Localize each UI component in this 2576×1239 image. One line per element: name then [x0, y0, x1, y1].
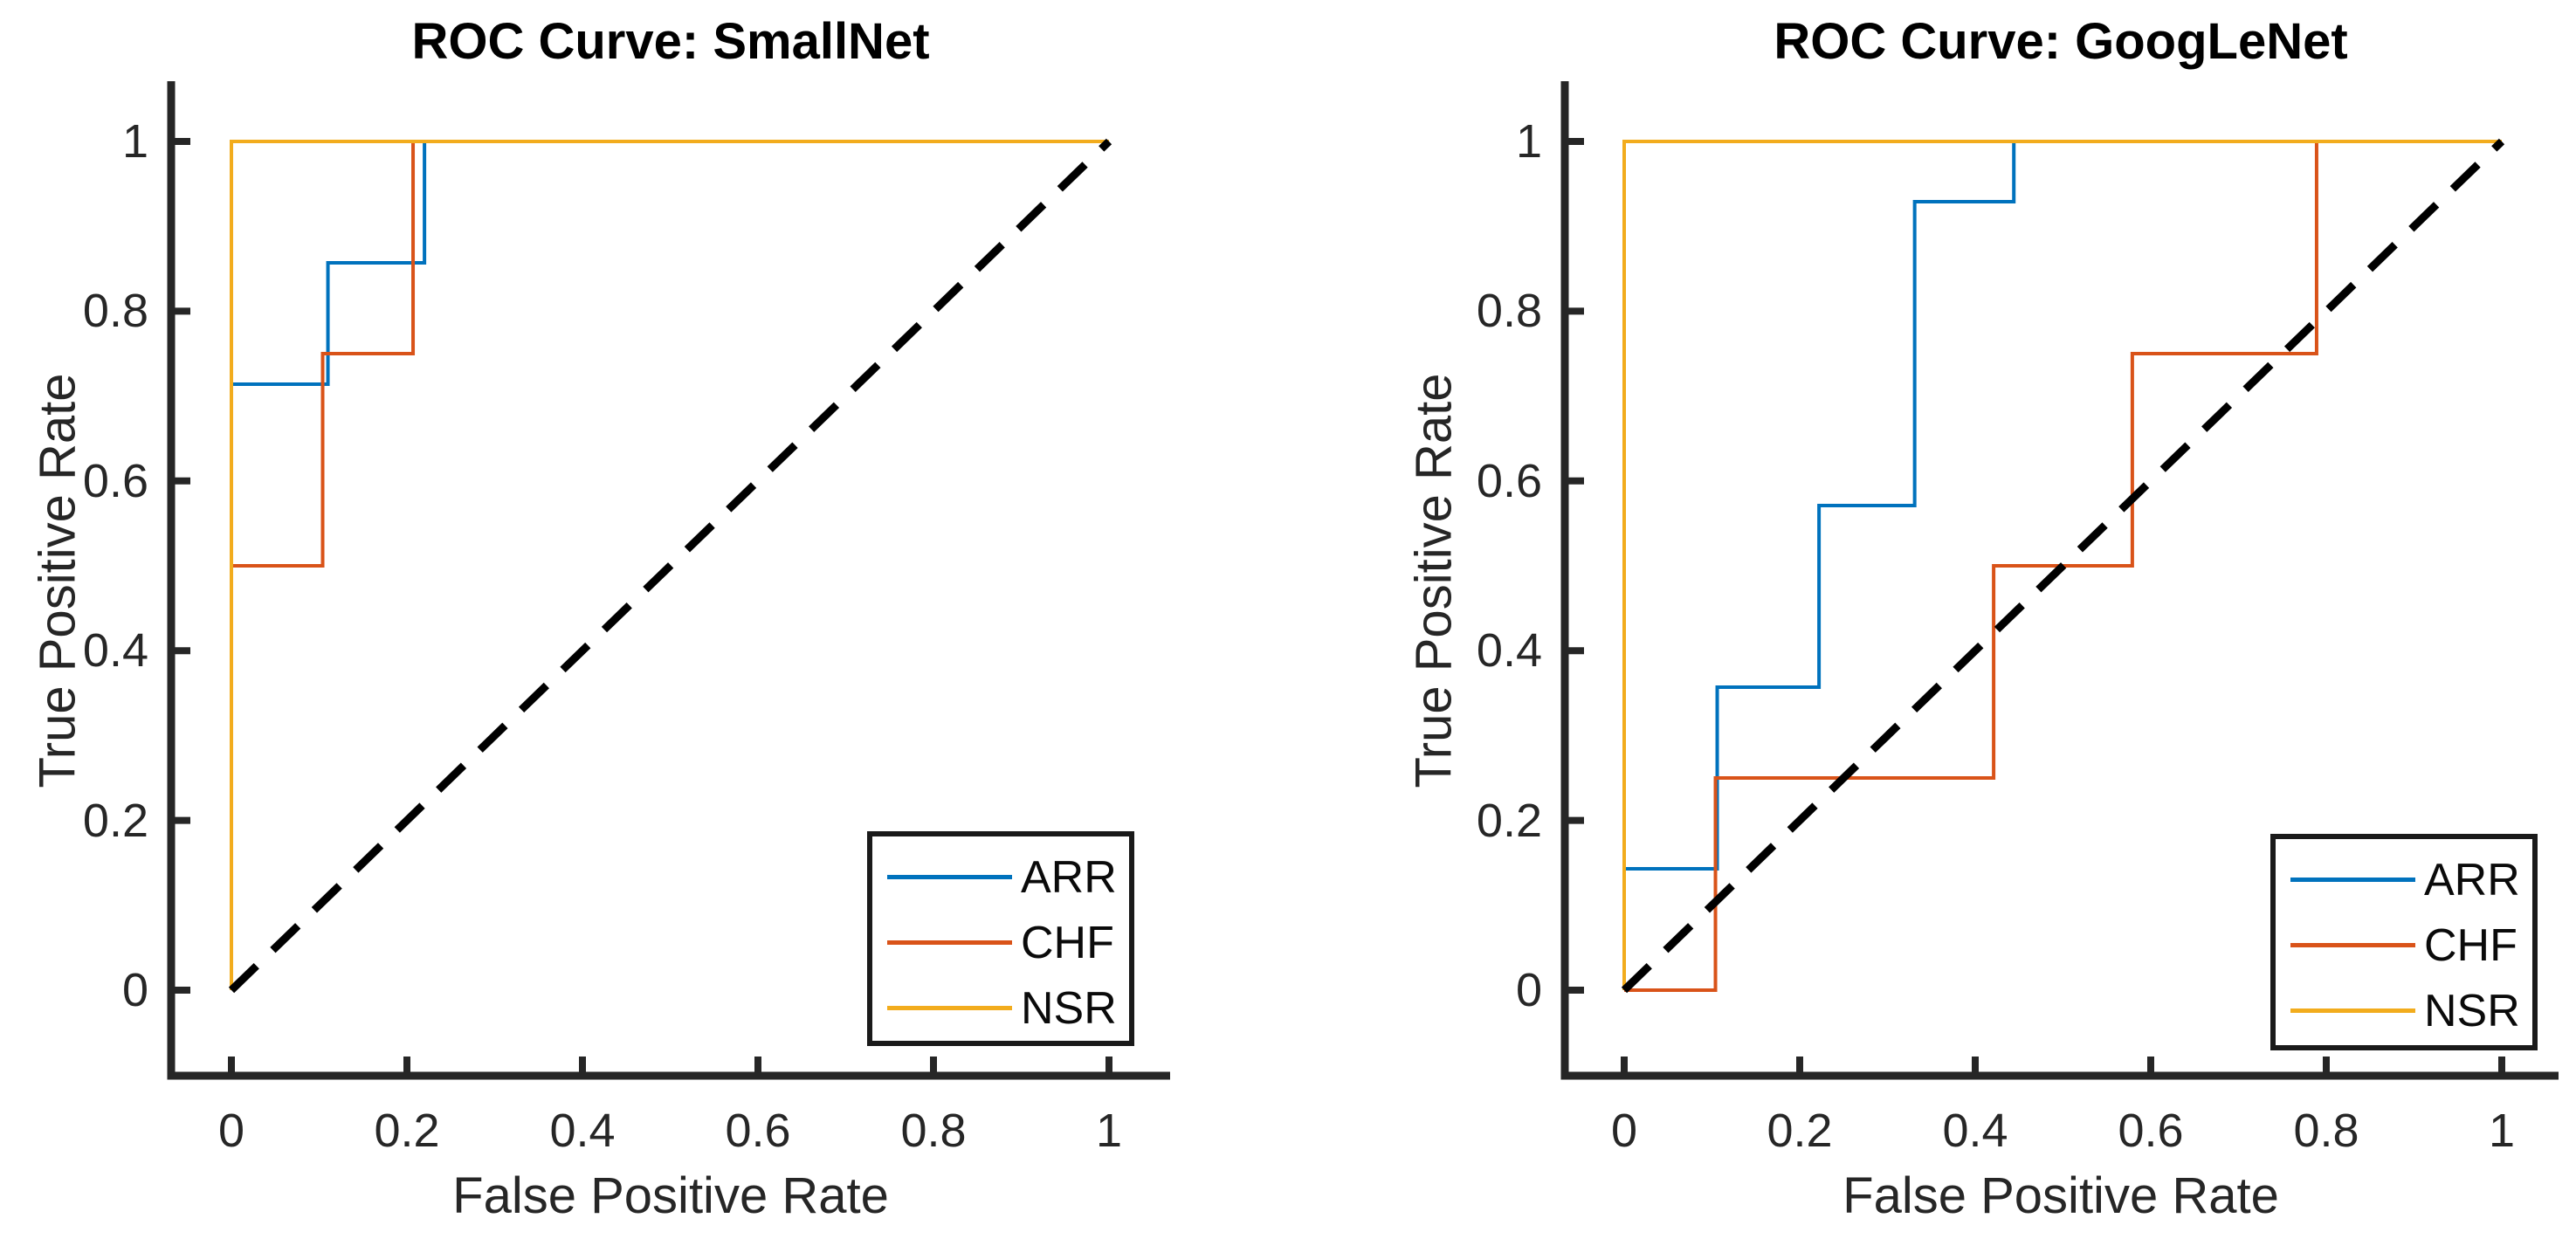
y-tick-label: 0.2: [1476, 794, 1542, 847]
legend-line-sample-chf: [887, 940, 1012, 945]
y-tick-label: 0: [1515, 964, 1542, 1016]
x-tick-label: 0.8: [2293, 1105, 2359, 1157]
y-tick-label: 0: [121, 964, 148, 1016]
legend: ARR CHF NSR: [2270, 834, 2538, 1050]
x-tick-label: 0.6: [2118, 1105, 2184, 1157]
chf-curve: [231, 140, 1109, 568]
legend-line-sample-arr: [2290, 878, 2415, 882]
legend-line-sample-nsr: [2290, 1008, 2415, 1013]
x-tick-label: 0.6: [725, 1105, 791, 1157]
plot-title: ROC Curve: GoogLeNet: [1774, 13, 2348, 70]
y-tick-label: 0.8: [1476, 285, 1542, 338]
x-axis-label: False Positive Rate: [1842, 1167, 2279, 1224]
x-tick-label: 1: [1095, 1105, 1123, 1157]
legend-label-chf: CHF: [1021, 918, 1114, 968]
y-tick-label: 0.4: [82, 624, 148, 678]
y-tick-label: 0.8: [82, 285, 148, 338]
arr-curve: [1624, 140, 2502, 871]
x-tick-label: 0: [217, 1105, 245, 1157]
legend-label-arr: ARR: [1021, 852, 1117, 903]
x-tick-label: 0.4: [549, 1105, 616, 1157]
y-tick-label: 0.6: [82, 454, 148, 507]
y-tick-label: 0.4: [1476, 624, 1542, 678]
legend-label-chf: CHF: [2424, 920, 2517, 971]
x-tick-label: 0.2: [1767, 1105, 1833, 1157]
legend: ARR CHF NSR: [867, 831, 1134, 1046]
legend-label-nsr: NSR: [1021, 983, 1117, 1034]
y-tick-label: 1: [1515, 115, 1542, 168]
y-tick-label: 1: [121, 115, 148, 168]
plot-title: ROC Curve: SmallNet: [411, 13, 930, 70]
y-axis-label: True Positive Rate: [29, 373, 86, 788]
x-tick-label: 0.8: [900, 1105, 967, 1157]
x-tick-label: 1: [2488, 1105, 2516, 1157]
legend-line-sample-arr: [887, 875, 1012, 879]
y-tick-label: 0.6: [1476, 454, 1542, 507]
x-tick-label: 0.4: [1942, 1105, 2008, 1157]
legend-label-arr: ARR: [2424, 855, 2520, 905]
legend-line-sample-nsr: [887, 1006, 1012, 1010]
arr-curve: [231, 140, 1109, 386]
x-tick-label: 0.2: [374, 1105, 440, 1157]
legend-line-sample-chf: [2290, 943, 2415, 947]
legend-label-nsr: NSR: [2424, 986, 2520, 1036]
y-tick-label: 0.2: [82, 794, 148, 847]
x-tick-label: 0: [1610, 1105, 1638, 1157]
x-axis-label: False Positive Rate: [452, 1167, 889, 1224]
y-axis-label: True Positive Rate: [1405, 373, 1463, 788]
